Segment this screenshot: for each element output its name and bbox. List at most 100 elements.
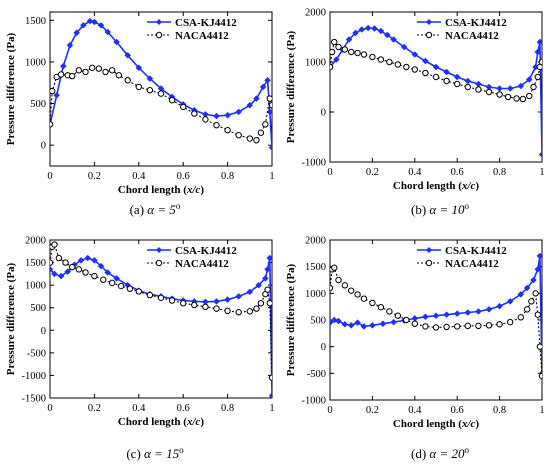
x-tick-label: 0.2: [366, 405, 379, 416]
data-point-naca: [335, 43, 342, 51]
x-tick-label: 0: [47, 403, 52, 414]
legend-marker-csa: [156, 19, 162, 25]
data-point-csa: [268, 144, 272, 152]
data-point-naca: [377, 56, 385, 63]
data-point-naca: [330, 63, 334, 71]
x-tick-label: 0.8: [221, 171, 234, 182]
data-point-naca: [335, 276, 342, 284]
data-point-csa: [261, 275, 269, 282]
data-point-naca: [331, 38, 338, 46]
y-tick-label: 0: [321, 108, 326, 119]
x-tick-label: 1: [269, 171, 274, 182]
data-point-csa: [66, 41, 74, 49]
data-point-csa: [224, 111, 231, 119]
y-tick-label: 1000: [25, 281, 46, 292]
data-point-naca: [519, 95, 527, 103]
data-point-naca: [422, 69, 429, 77]
series-layer: [330, 24, 542, 158]
x-tick-label: 0.4: [408, 167, 422, 178]
data-point-csa: [59, 62, 67, 70]
data-point-naca: [403, 316, 410, 324]
data-point-naca: [57, 71, 65, 78]
data-point-csa: [113, 275, 120, 282]
data-point-csa: [475, 308, 482, 315]
data-point-naca: [91, 272, 98, 280]
data-point-naca: [108, 67, 116, 74]
data-point-naca: [51, 241, 58, 248]
data-point-csa: [266, 108, 272, 116]
data-point-csa: [538, 151, 542, 158]
x-tick-label: 0.8: [493, 167, 506, 178]
series-layer: [50, 241, 272, 398]
x-tick-label: 0.8: [221, 403, 234, 414]
data-point-naca: [146, 291, 154, 299]
data-point-naca: [411, 320, 418, 327]
data-point-csa: [536, 252, 542, 260]
data-point-naca: [443, 77, 450, 85]
legend-label: NACA4412: [445, 258, 499, 270]
data-point-csa: [496, 85, 503, 92]
data-point-csa: [530, 276, 537, 284]
legend-label: NACA4412: [175, 30, 229, 42]
data-point-naca: [115, 72, 123, 79]
data-point-naca: [454, 80, 461, 88]
data-point-csa: [113, 38, 120, 46]
data-point-csa: [390, 318, 397, 326]
legend-marker-naca: [425, 31, 433, 39]
data-point-naca: [213, 122, 220, 129]
y-axis-label: Pressure difference (Pa): [285, 30, 297, 143]
data-point-csa: [264, 76, 271, 84]
data-point-naca: [180, 300, 187, 307]
plot-frame: [49, 239, 273, 399]
legend-marker-csa: [156, 247, 162, 253]
x-tick-label: 0.2: [88, 171, 101, 182]
panel-caption: (d) α = 20o: [411, 445, 470, 461]
data-point-csa: [266, 254, 272, 262]
data-point-naca: [224, 127, 231, 134]
x-axis-label: Chord length (x/c): [118, 416, 205, 428]
data-point-naca: [330, 48, 336, 56]
data-point-naca: [538, 372, 542, 380]
series-line-csa: [330, 27, 542, 155]
data-point-csa: [464, 77, 472, 85]
data-point-naca: [411, 66, 418, 73]
data-point-naca: [485, 88, 493, 96]
legend-label: CSA-KJ4412: [175, 245, 237, 257]
legend-label: CSA-KJ4412: [175, 17, 237, 29]
data-point-csa: [104, 269, 112, 276]
data-point-csa: [443, 311, 450, 319]
data-point-naca: [485, 322, 493, 329]
legend-marker-naca: [155, 259, 163, 267]
y-tick-label: 2000: [305, 8, 326, 19]
data-point-naca: [331, 264, 338, 271]
data-point-naca: [330, 284, 334, 292]
y-tick-label: 1000: [305, 58, 326, 69]
data-point-naca: [268, 102, 272, 109]
data-point-naca: [394, 61, 402, 68]
x-axis-label: Chord length (x/c): [393, 180, 480, 192]
data-point-csa: [523, 284, 531, 292]
y-tick-label: -500: [27, 348, 46, 359]
plot-frame: [329, 11, 543, 163]
data-point-csa: [383, 31, 391, 39]
x-tick-label: 0.2: [366, 167, 379, 178]
y-tick-label: 2000: [25, 236, 46, 247]
legend-marker-naca: [425, 259, 433, 267]
data-point-naca: [496, 321, 503, 328]
data-point-csa: [364, 24, 372, 32]
data-point-csa: [91, 256, 98, 264]
data-point-csa: [77, 256, 85, 264]
chart-panel-a: 0 0.2 0.4 0.6 0.8 1 0 500 1000 1500 Chord length (…: [5, 11, 275, 217]
data-point-csa: [400, 43, 408, 51]
data-point-naca: [538, 58, 542, 66]
x-axis-label: Chord length (x/c): [118, 184, 205, 196]
data-point-csa: [453, 310, 461, 317]
data-point-naca: [168, 297, 176, 304]
data-point-csa: [354, 319, 361, 327]
panel-caption: (b) α = 10o: [411, 201, 470, 217]
data-point-naca: [146, 87, 154, 94]
chart-panel-c: 0 0.2 0.4 0.6 0.8 1 -1500 -1000 -500 0 500 1000 1500…: [5, 236, 275, 462]
